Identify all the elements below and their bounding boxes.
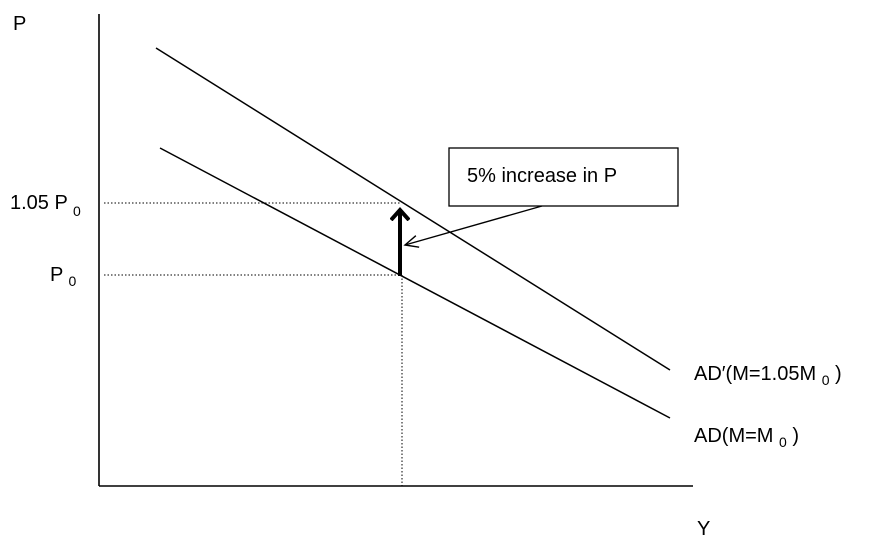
ad-shifted-curve (155, 47, 671, 371)
ad-shifted-sub: 0 (822, 372, 830, 388)
ad-original-prefix: AD(M=M (694, 425, 773, 447)
high-price-label: 1.05 P 0 (10, 192, 81, 219)
callout-text: 5% increase in P (467, 165, 617, 187)
high-price-main: 1.05 P (10, 192, 67, 214)
base-price-sub: 0 (69, 273, 77, 289)
callout-box (448, 147, 679, 207)
ad-original-suffix: ) (792, 425, 799, 447)
ad-original-curve (159, 147, 671, 419)
ad-original-label: AD(M=M 0 ) (694, 425, 799, 452)
ad-shifted-suffix: ) (835, 363, 842, 385)
ad-shifted-prefix: AD′(M=1.05M (694, 363, 816, 385)
ad-shifted-label: AD′(M=1.05M 0 ) (694, 363, 842, 390)
base-price-main: P (50, 264, 63, 286)
x-axis-label: Y (697, 518, 710, 540)
base-price-label: P 0 (50, 264, 77, 289)
callout-pointer-arrow (403, 205, 543, 248)
high-price-sub: 0 (73, 203, 81, 219)
ad-original-sub: 0 (779, 434, 787, 450)
y-axis-label: P (13, 13, 26, 35)
